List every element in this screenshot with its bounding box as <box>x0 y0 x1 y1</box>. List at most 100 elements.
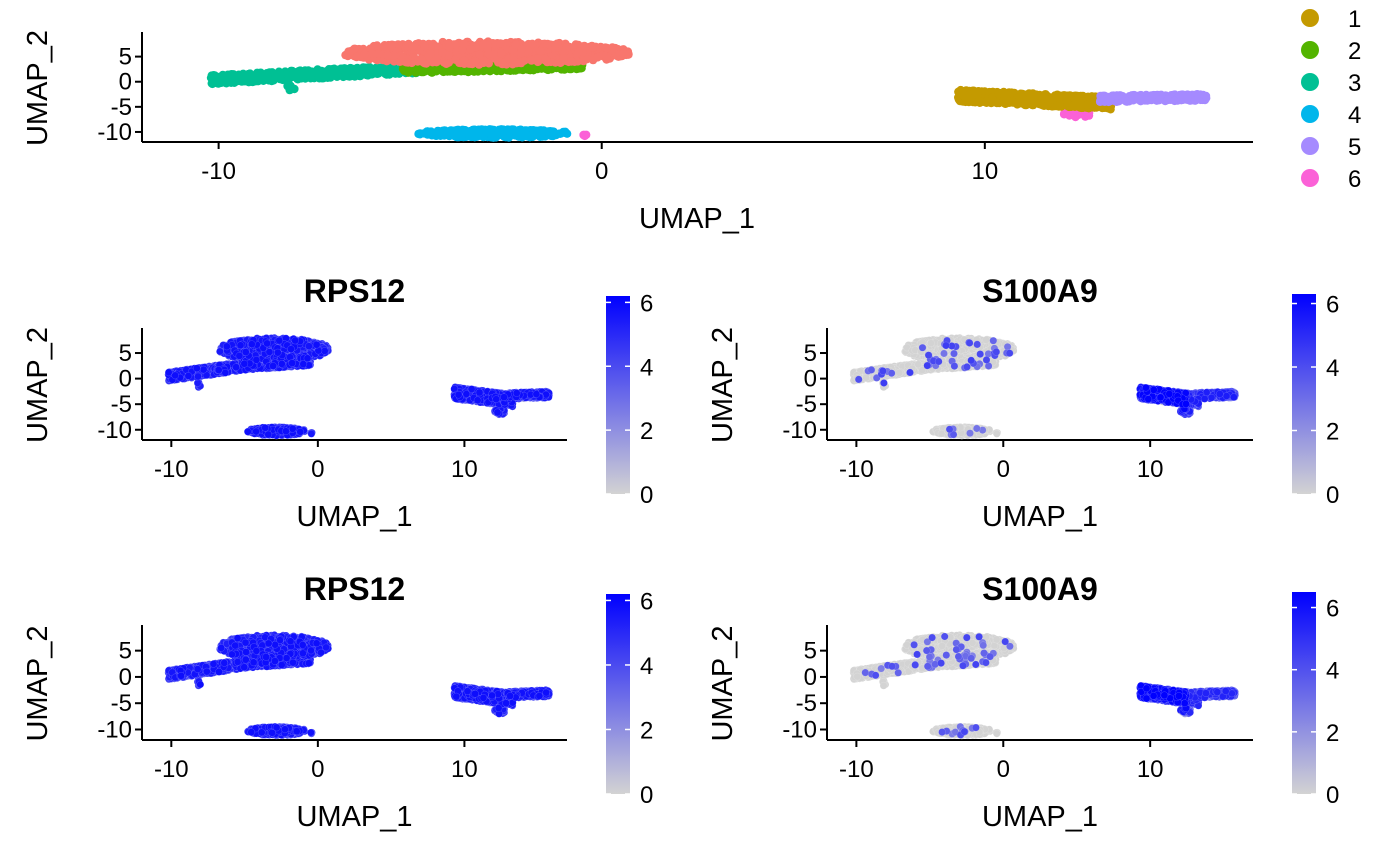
cell-point-cluster-3 <box>386 69 395 78</box>
cell-point-cluster-4 <box>527 132 536 141</box>
cell-point-cluster-5 <box>1147 95 1156 105</box>
x-tick-label: 0 <box>311 456 324 483</box>
cell-point-cluster-0 <box>346 47 355 56</box>
x-tick-label: -10 <box>154 456 189 483</box>
cell-point-cluster-0 <box>536 46 545 56</box>
cell-point-cluster-0 <box>459 39 468 48</box>
cell-point-cluster-0 <box>420 41 429 51</box>
cell-point-cluster-5 <box>1163 95 1172 104</box>
cell-point-cluster-1 <box>1032 91 1041 100</box>
cell-point-cluster-3 <box>224 70 233 80</box>
y-tick-label: 5 <box>119 44 132 71</box>
cell-point-cluster-0 <box>602 43 612 53</box>
cell-point-cluster-1 <box>1044 96 1053 105</box>
cell-point-cluster-4 <box>414 129 423 139</box>
cell-point-cluster-0 <box>619 49 628 58</box>
cell-point-cluster-6 <box>1069 111 1079 120</box>
cell-point-cluster-4 <box>485 125 494 134</box>
cell-point-cluster-3 <box>334 65 343 75</box>
cell-point-cluster-0 <box>580 41 589 51</box>
cell-point-cluster-0 <box>470 57 480 66</box>
cell-point-cluster-0 <box>387 42 396 51</box>
legend-key <box>1301 73 1319 91</box>
cell-point-cluster-1 <box>1056 92 1066 102</box>
y-tick-label: -10 <box>97 119 132 146</box>
cell-point-cluster-0 <box>442 59 451 68</box>
cell-point-cluster-3 <box>216 77 226 86</box>
y-tick-label: -10 <box>97 417 132 444</box>
points <box>206 37 1211 142</box>
cell-point-cluster-3 <box>341 67 350 77</box>
x-tick-label: 0 <box>595 158 608 185</box>
y-axis-title: UMAP_2 <box>22 327 54 443</box>
cell-point-cluster-0 <box>574 47 583 57</box>
cell-point-cluster-1 <box>957 88 966 97</box>
cell-point-cluster-3 <box>326 71 335 81</box>
cell-point-cluster-4 <box>436 131 445 140</box>
legend-label: 2 <box>1348 38 1361 65</box>
cell-point-cluster-0 <box>438 48 447 57</box>
cell-point-cluster-3 <box>350 72 359 81</box>
cell-point-cluster-0 <box>552 39 562 48</box>
cell-point-cluster-1 <box>1017 92 1026 101</box>
cell-point-cluster-1 <box>1052 101 1061 111</box>
x-axis-title: UMAP_1 <box>296 501 412 533</box>
cell-point-cluster-5 <box>1133 94 1142 104</box>
x-axis-title: UMAP_1 <box>639 203 755 235</box>
panel-title: RPS12 <box>304 273 405 309</box>
cell-point-cluster-4 <box>505 127 514 136</box>
cell-point-cluster-3 <box>226 78 236 87</box>
cell-point-cluster-5 <box>1190 96 1200 105</box>
cell-point-cluster-3 <box>240 76 249 85</box>
cell-point-cluster-0 <box>543 39 552 49</box>
cell-point-cluster-5 <box>1112 91 1121 100</box>
cell-point-cluster-4 <box>518 131 527 141</box>
cell-point-cluster-0 <box>459 56 469 65</box>
cell-point-cluster-3 <box>264 75 273 85</box>
cell-point-cluster-3 <box>285 85 294 95</box>
x-tick-label: 10 <box>971 158 998 185</box>
cell-point-cluster-0 <box>360 50 369 59</box>
cell-point-cluster-0 <box>528 39 537 48</box>
legend-label: 4 <box>1348 102 1361 129</box>
y-tick-label: 0 <box>119 366 132 393</box>
legend-label: 6 <box>1348 166 1361 193</box>
legend-label: 3 <box>1348 70 1361 97</box>
cell-point-cluster-0 <box>416 54 426 64</box>
cell-point-cluster-0 <box>383 51 392 60</box>
cell-point-cluster-5 <box>1155 95 1164 105</box>
cell-point-cluster-0 <box>517 44 526 54</box>
cell-point-cluster-0 <box>466 44 476 54</box>
cell-point-cluster-4 <box>472 126 481 135</box>
cell-point-cluster-0 <box>367 49 377 58</box>
cell-point-cluster-6 <box>580 131 589 141</box>
cell-point-cluster-1 <box>971 89 981 99</box>
cell-point-cluster-3 <box>375 63 385 72</box>
cell-point-cluster-1 <box>1083 100 1092 109</box>
cell-point-cluster-4 <box>427 130 436 140</box>
cell-point-cluster-4 <box>561 127 570 136</box>
legend-key <box>1301 169 1319 187</box>
cell-point-cluster-1 <box>994 89 1003 99</box>
y-axis-title: UMAP_2 <box>22 30 54 146</box>
cell-point-cluster-1 <box>1002 92 1011 101</box>
cell-point-cluster-0 <box>559 54 568 63</box>
cell-point-cluster-1 <box>1073 95 1082 104</box>
cell-point-cluster-0 <box>496 48 506 58</box>
cell-point-cluster-3 <box>209 77 218 87</box>
cell-point-cluster-3 <box>274 70 283 80</box>
cell-point-cluster-4 <box>452 128 462 138</box>
y-tick-label: 5 <box>119 340 132 367</box>
points <box>164 333 553 440</box>
cell-point-cluster-4 <box>549 127 559 136</box>
legend-key <box>1301 41 1319 59</box>
cell-point-cluster-0 <box>402 58 411 67</box>
cell-point-cluster-2 <box>402 66 411 75</box>
cell-point-cluster-3 <box>314 71 323 80</box>
legend-label: 1 <box>1348 6 1361 33</box>
cell-point-cluster-0 <box>527 56 536 65</box>
